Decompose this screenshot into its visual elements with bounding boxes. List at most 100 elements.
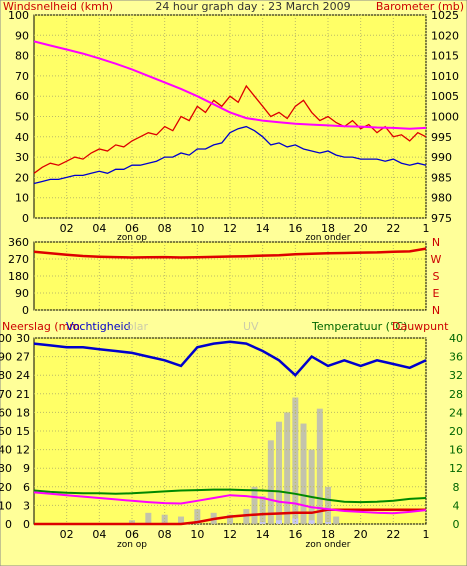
humidity-y-tick: 100 — [0, 332, 12, 345]
sun-annotation: zon onder — [306, 233, 351, 243]
wind-barometer-panel: 0102030405060708090100975980985990995100… — [8, 9, 459, 243]
humidity-y-tick: 20 — [0, 481, 12, 494]
temperature-y-tick: 40 — [449, 332, 463, 345]
wind-y-tick: 20 — [15, 171, 29, 184]
solar-bar — [267, 440, 274, 524]
direction-y-tick: 180 — [8, 270, 29, 283]
climate-x-tick: 1 — [423, 528, 430, 541]
solar-bar — [145, 512, 152, 524]
climate-series — [33, 340, 427, 526]
temperature-y-tick: 36 — [449, 351, 463, 364]
temperature-y-tick: 24 — [449, 406, 463, 419]
direction-series — [33, 247, 427, 259]
sun-annotation: zon onder — [306, 540, 351, 550]
humidity-y-tick: 50 — [0, 425, 12, 438]
barometer-y-tick: 1025 — [431, 9, 459, 22]
temperature-y-tick: 32 — [449, 369, 463, 382]
climate-panel: 0102030405060708090100036912151821242730… — [0, 332, 463, 550]
compass-label: S — [433, 270, 440, 283]
solar-bar — [178, 516, 184, 524]
rain-y-tick: 0 — [23, 518, 30, 531]
wind-y-tick: 70 — [15, 70, 29, 83]
barometer-line — [33, 40, 427, 130]
solar-bar — [243, 509, 250, 524]
wind-y-tick: 60 — [15, 90, 29, 103]
sun-annotation: zon op — [117, 233, 147, 243]
uv-bar — [276, 520, 282, 524]
wind-y-tick: 40 — [15, 131, 29, 144]
temperature-y-tick: 16 — [449, 444, 463, 457]
direction-axis-ticks: 0 N 90 E 180 S 270 W 360 N — [8, 236, 442, 317]
temperature-y-tick: 8 — [453, 481, 460, 494]
barometer-y-tick: 985 — [431, 171, 452, 184]
rain-y-tick: 15 — [16, 425, 30, 438]
humidity-y-tick: 10 — [0, 499, 12, 512]
wind-y-tick: 50 — [15, 111, 29, 124]
uv-bar — [259, 522, 266, 524]
rain-y-tick: 9 — [23, 462, 30, 475]
wind-gust-line — [33, 84, 427, 174]
wind-x-tick: 12 — [223, 222, 237, 235]
rain-y-tick: 12 — [16, 444, 30, 457]
climate-x-tick: 08 — [158, 528, 172, 541]
temperature-y-tick: 0 — [453, 518, 460, 531]
dewpoint-axis-title: Dauwpunt — [392, 320, 449, 333]
rain-y-tick: 6 — [23, 481, 30, 494]
barometer-y-tick: 1020 — [431, 29, 459, 42]
solar-bar — [316, 408, 323, 524]
barometer-y-tick: 1015 — [431, 50, 459, 63]
wind-x-tick: 22 — [386, 222, 400, 235]
direction-y-tick: 90 — [15, 287, 29, 300]
climate-x-tick: 16 — [288, 528, 302, 541]
vochtigheid-line — [33, 340, 427, 377]
solar-faint-label: olar — [127, 320, 149, 333]
temperature-y-tick: 20 — [449, 425, 463, 438]
compass-label: N — [432, 236, 440, 249]
chart-title: 24 hour graph day : 23 March 2009 — [155, 0, 350, 13]
wind-y-tick: 10 — [15, 192, 29, 205]
solar-bar — [194, 509, 201, 524]
wind-direction-panel: 0 N 90 E 180 S 270 W 360 N — [8, 236, 442, 317]
climate-grid — [34, 337, 427, 525]
climate-x-tick: 04 — [92, 528, 106, 541]
wind-x-tick: 16 — [288, 222, 302, 235]
rain-y-tick: 24 — [16, 369, 30, 382]
wind-y-tick: 0 — [22, 212, 29, 225]
solar-bar — [276, 421, 282, 524]
barometer-y-tick: 990 — [431, 151, 452, 164]
temperature-y-tick: 28 — [449, 388, 463, 401]
solar-bar — [129, 520, 135, 524]
climate-x-tick: 14 — [256, 528, 270, 541]
wind-series — [33, 40, 427, 185]
solar-bar — [308, 449, 315, 524]
solar-bar — [161, 514, 168, 524]
rain-y-tick: 30 — [16, 332, 30, 345]
climate-x-tick: 20 — [354, 528, 368, 541]
climate-x-tick: 10 — [190, 528, 204, 541]
humidity-axis-title: Vochtigheid — [66, 320, 131, 333]
solar-bar — [251, 486, 258, 524]
temperature-y-tick: 12 — [449, 462, 463, 475]
climate-x-tick: 22 — [386, 528, 400, 541]
climate-x-tick: 02 — [60, 528, 74, 541]
wind-x-tick: 1 — [423, 222, 430, 235]
climate-x-tick: 18 — [321, 528, 335, 541]
wind-x-tick: 08 — [158, 222, 172, 235]
rain-y-tick: 3 — [23, 499, 30, 512]
direction-y-tick: 360 — [8, 236, 29, 249]
barometer-y-tick: 975 — [431, 212, 452, 225]
wind-y-tick: 100 — [8, 9, 29, 22]
barometer-y-tick: 1000 — [431, 111, 459, 124]
rain-y-tick: 21 — [16, 388, 30, 401]
humidity-y-tick: 40 — [0, 444, 12, 457]
humidity-y-tick: 0 — [5, 518, 12, 531]
wind-average-line — [33, 125, 427, 185]
wind-x-tick: 02 — [60, 222, 74, 235]
barometer-y-tick: 980 — [431, 192, 452, 205]
humidity-y-tick: 60 — [0, 406, 12, 419]
dauwpunt-line — [33, 491, 427, 515]
direction-y-tick: 0 — [22, 304, 29, 317]
climate-axis-ticks: 0102030405060708090100036912151821242730… — [0, 332, 463, 550]
humidity-y-tick: 70 — [0, 388, 12, 401]
